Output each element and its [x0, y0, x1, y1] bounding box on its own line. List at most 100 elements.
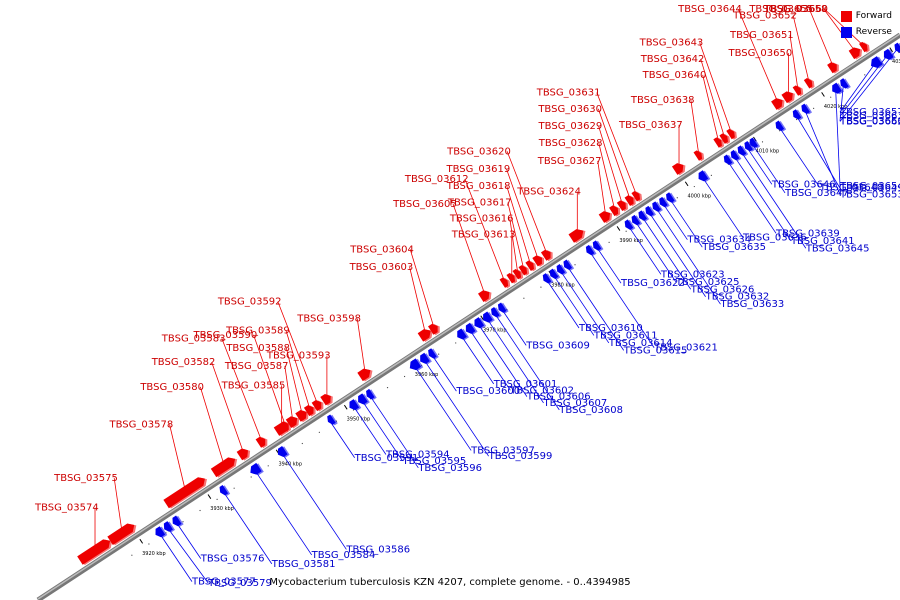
- gene-label: TBSG_03648: [819, 182, 884, 193]
- gene-body: [616, 200, 626, 212]
- gene-leader-line: [281, 452, 347, 550]
- gene-body: [585, 244, 595, 256]
- gene-leader-line: [253, 334, 286, 426]
- gene-label: TBSG_03658: [763, 4, 828, 15]
- gene-label: TBSG_03635: [701, 242, 766, 253]
- tick-mark: [684, 181, 689, 187]
- gene-label: TBSG_03613: [451, 229, 516, 240]
- gene-label: TBSG_03600: [455, 386, 520, 397]
- gene-label: TBSG_03654: [839, 181, 900, 192]
- gene-label: TBSG_03586: [345, 544, 410, 555]
- gene-arrow: [428, 323, 440, 336]
- gene-leader-line: [597, 160, 607, 216]
- minor-tick: [574, 264, 576, 266]
- gene-arrow: [542, 273, 554, 284]
- gene-body: [859, 41, 868, 53]
- gene-leader-line: [596, 92, 638, 196]
- gene-body: [792, 109, 802, 120]
- gene-leader-line: [477, 323, 528, 397]
- gene-label: TBSG_03605: [392, 199, 457, 210]
- gene-label: TBSG_03599: [488, 451, 553, 462]
- gene-arrow: [792, 109, 804, 121]
- gene-arrow: [540, 249, 553, 262]
- gene-body: [163, 521, 173, 532]
- gene-arrow: [465, 322, 478, 335]
- gene-leader-line: [595, 245, 622, 284]
- gene-leader-line: [361, 399, 403, 462]
- gene-label: TBSG_03580: [139, 382, 204, 393]
- gene-arrow: [585, 244, 597, 256]
- gene-label: TBSG_03634: [686, 235, 751, 246]
- gene-leader-line: [746, 147, 773, 185]
- gene-label: TBSG_03642: [640, 54, 705, 65]
- gene-leader-line: [507, 202, 525, 270]
- gene-leader-line: [792, 15, 810, 83]
- tick-mark: [616, 226, 621, 231]
- gene-leader-line: [566, 265, 625, 351]
- gene-arrow: [518, 265, 530, 276]
- gene-leader-line: [221, 338, 263, 442]
- gene-leader-line: [700, 58, 726, 139]
- gene-body: [659, 196, 668, 208]
- gene-leader-line: [726, 160, 777, 234]
- gene-arrow: [666, 192, 677, 204]
- gene-label: TBSG_03647: [784, 188, 849, 199]
- gene-leader-line: [839, 48, 899, 122]
- gene-leader-line: [634, 220, 677, 282]
- gene-body: [483, 311, 493, 323]
- gene-body: [598, 211, 611, 223]
- gene-arrow: [420, 352, 432, 365]
- gene-leader-line: [668, 197, 703, 248]
- minor-tick: [386, 387, 389, 389]
- gene-arrow: [549, 268, 561, 280]
- gene-label: TBSG_03585: [221, 380, 286, 391]
- gene-arrow: [652, 201, 663, 213]
- gene-leader-line: [285, 347, 303, 415]
- gene-body: [792, 85, 802, 96]
- gene-label: TBSG_03628: [538, 138, 603, 149]
- gene-leader-line: [733, 155, 792, 242]
- gene-body: [255, 436, 266, 448]
- gene-body: [532, 255, 542, 267]
- gene-body: [801, 103, 810, 114]
- gene-arrow: [532, 255, 545, 267]
- gene-arrow: [172, 515, 184, 527]
- minor-tick: [795, 118, 798, 121]
- gene-arrow: [483, 311, 495, 324]
- gene-arrow: [417, 329, 433, 343]
- gene-arrow: [497, 302, 509, 314]
- tick-label: 3980 kbp: [551, 283, 575, 289]
- gene-arrow: [255, 436, 268, 449]
- gene-leader-line: [641, 216, 692, 290]
- gene-label: TBSG_03583: [161, 333, 226, 344]
- tick-label: 3950 kbp: [347, 417, 371, 423]
- gene-leader-line: [835, 89, 841, 187]
- gene-label: TBSG_03639: [775, 228, 840, 239]
- gene-body: [107, 523, 135, 545]
- gene-leader-line: [409, 266, 426, 335]
- gene-label: TBSG_03607: [543, 398, 608, 409]
- gene-label: TBSG_03606: [526, 392, 591, 403]
- gene-label: TBSG_03595: [402, 456, 467, 467]
- gene-label: TBSG_03616: [449, 214, 514, 225]
- gene-label: TBSG_03615: [623, 345, 688, 356]
- gene-body: [719, 133, 728, 144]
- gene-arrow: [598, 211, 613, 224]
- gene-arrow: [771, 98, 785, 111]
- minor-tick: [608, 241, 610, 244]
- minor-tick: [676, 197, 678, 199]
- gene-arrow: [491, 306, 502, 318]
- tick-label: 3940 kbp: [278, 461, 302, 467]
- gene-leader-line: [169, 424, 186, 492]
- minor-tick: [864, 74, 866, 76]
- gene-label: TBSG_03652: [732, 11, 797, 22]
- gene-arrow: [563, 259, 575, 271]
- gene-leader-line: [545, 278, 580, 329]
- gene-arrow: [713, 137, 725, 149]
- gene-leader-line: [778, 126, 821, 188]
- gene-arrow: [428, 348, 439, 360]
- gene-arrow: [719, 133, 731, 145]
- gene-label: TBSG_03596: [417, 463, 482, 474]
- gene-label: TBSG_03660: [763, 4, 828, 15]
